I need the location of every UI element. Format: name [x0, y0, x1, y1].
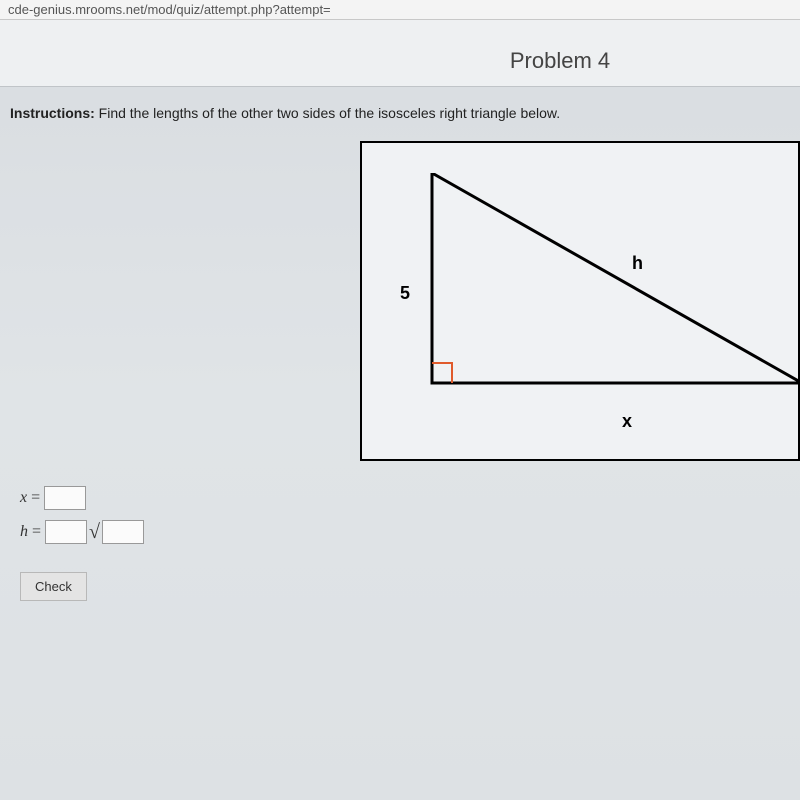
label-base: x [622, 411, 632, 432]
answers-section: x = h = √ [20, 486, 800, 544]
equals-icon: = [31, 489, 40, 507]
diagram-box: 5 h x [360, 141, 800, 461]
label-hypotenuse: h [632, 253, 643, 274]
instructions: Instructions: Find the lengths of the ot… [10, 105, 800, 121]
var-h: h [20, 523, 28, 541]
h-radicand-input[interactable] [102, 520, 144, 544]
answer-row-h: h = √ [20, 520, 800, 544]
triangle-shape [432, 173, 800, 383]
triangle-svg [417, 173, 800, 403]
var-x: x [20, 489, 27, 507]
label-vertical-side: 5 [400, 283, 410, 304]
problem-title: Problem 4 [320, 48, 800, 74]
answer-row-x: x = [20, 486, 800, 510]
right-angle-marker-icon [432, 363, 452, 383]
equals-icon: = [32, 523, 41, 541]
problem-header: Problem 4 [0, 20, 800, 87]
instructions-label: Instructions: [10, 105, 95, 121]
x-input[interactable] [44, 486, 86, 510]
content-area: Instructions: Find the lengths of the ot… [0, 87, 800, 601]
h-coef-input[interactable] [45, 520, 87, 544]
check-button[interactable]: Check [20, 572, 87, 601]
sqrt-icon: √ [89, 521, 100, 544]
instructions-text: Find the lengths of the other two sides … [95, 105, 560, 121]
url-bar: cde-genius.mrooms.net/mod/quiz/attempt.p… [0, 0, 800, 20]
diagram-container: 5 h x [360, 141, 800, 461]
